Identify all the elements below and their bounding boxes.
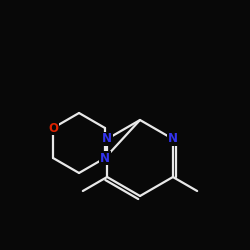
Text: O: O xyxy=(48,122,58,134)
Text: N: N xyxy=(100,152,110,164)
Text: N: N xyxy=(102,132,112,145)
Text: N: N xyxy=(168,132,178,145)
